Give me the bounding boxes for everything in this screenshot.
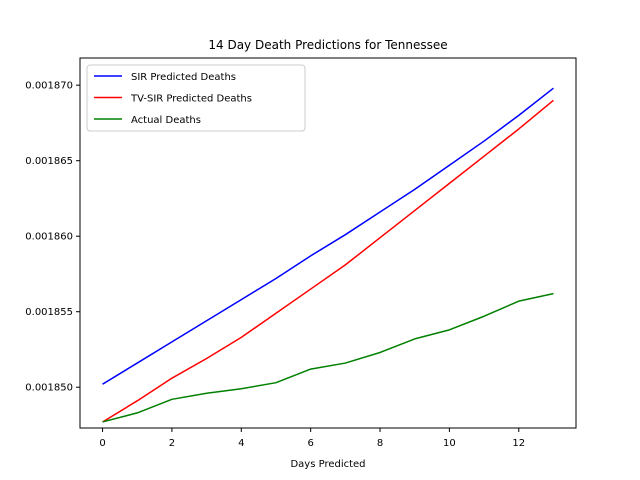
x-tick-label: 8 <box>377 438 383 449</box>
x-axis-title: Days Predicted <box>290 459 365 470</box>
y-tick-label: 0.001860 <box>25 232 73 243</box>
y-tick-label: 0.001855 <box>25 307 73 318</box>
x-tick-label: 10 <box>443 438 456 449</box>
series-line-1 <box>102 87 554 385</box>
y-tick-label: 0.001870 <box>25 81 73 92</box>
chart-title: 14 Day Death Predictions for Tennessee <box>208 38 447 52</box>
x-tick-label: 2 <box>169 438 175 449</box>
legend: SIR Predicted Deaths TV-SIR Predicted Dea… <box>86 64 306 132</box>
x-tick-label: 12 <box>512 438 525 449</box>
x-tick-label: 4 <box>238 438 244 449</box>
legend-box <box>86 64 306 132</box>
legend-label-1: SIR Predicted Deaths <box>131 72 236 83</box>
x-tick-label: 0 <box>99 438 105 449</box>
y-tick-label: 0.001850 <box>25 383 73 394</box>
axes-frame <box>79 57 577 429</box>
x-tick-label: 6 <box>307 438 313 449</box>
legend-label-3: Actual Deaths <box>131 115 201 126</box>
legend-label-2: TV-SIR Predicted Deaths <box>130 94 252 105</box>
y-tick-label: 0.001865 <box>25 156 73 167</box>
series-line-3 <box>102 292 554 423</box>
series-line-2 <box>102 99 554 423</box>
plot-area <box>102 87 554 423</box>
